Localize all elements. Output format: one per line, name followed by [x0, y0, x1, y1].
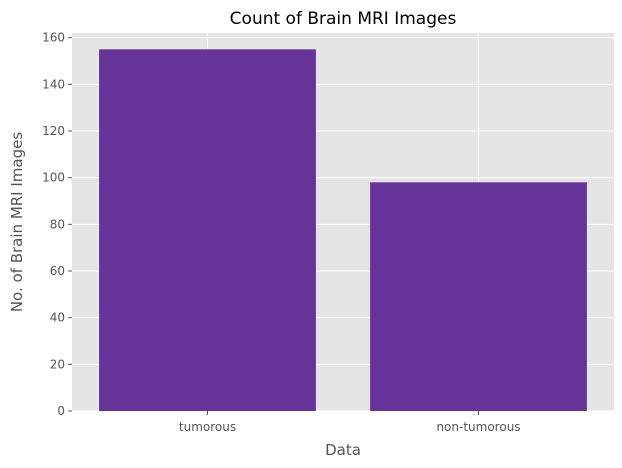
y-axis-label: No. of Brain MRI Images: [8, 132, 26, 313]
bar-non-tumorous: [370, 182, 587, 411]
y-tick-label: 140: [42, 77, 65, 91]
y-tick-label: 0: [57, 404, 65, 418]
y-tick-label: 40: [50, 311, 65, 325]
x-tick-label: non-tumorous: [436, 420, 520, 434]
y-tick-label: 100: [42, 171, 65, 185]
bar-tumorous: [99, 49, 316, 411]
y-tick-label: 160: [42, 31, 65, 45]
chart-title: Count of Brain MRI Images: [230, 9, 457, 29]
y-tick-label: 120: [42, 124, 65, 138]
y-tick-label: 60: [50, 264, 65, 278]
y-tick-label: 80: [50, 217, 65, 231]
x-axis-label: Data: [325, 441, 361, 459]
bars: [99, 49, 587, 411]
axes: 0 20 40 60 80 100 120 140 160 tumorous non-tumorou…: [42, 31, 520, 434]
y-tick-label: 20: [50, 357, 65, 371]
x-tick-label: tumorous: [179, 420, 236, 434]
